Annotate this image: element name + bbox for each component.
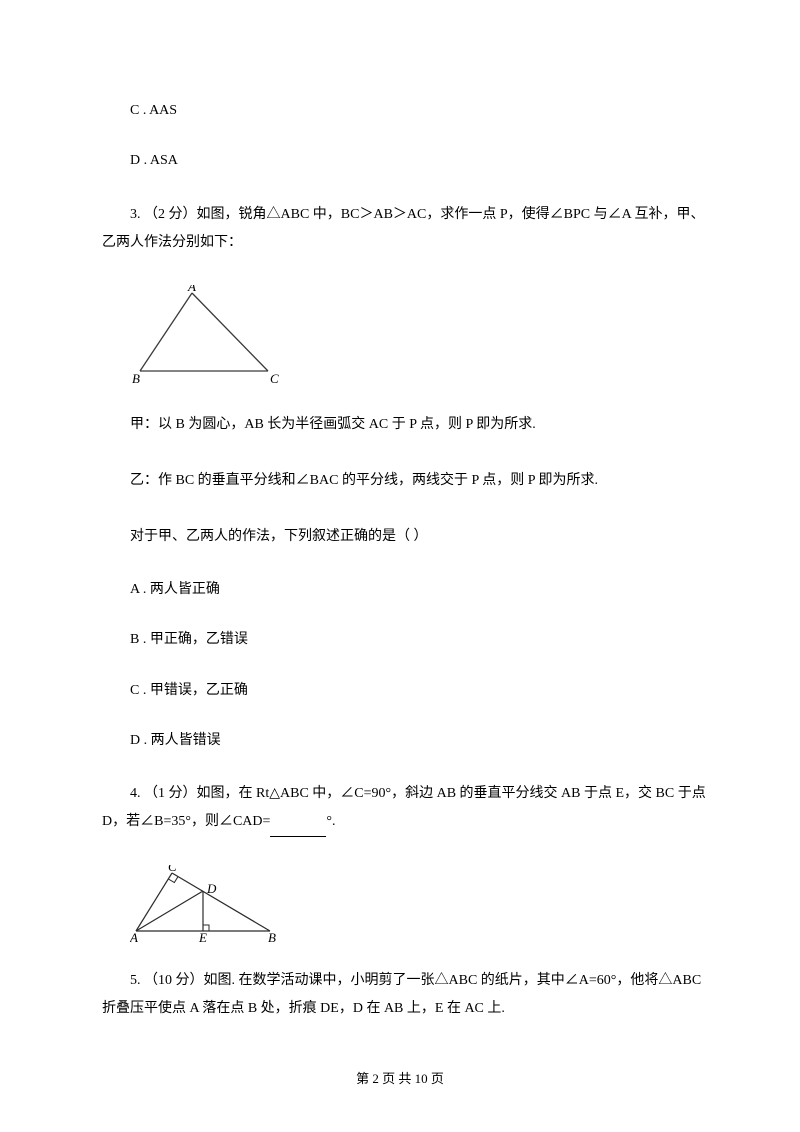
q4-stem-after: °. <box>326 814 335 829</box>
svg-text:A: A <box>130 930 138 943</box>
page-footer: 第 2 页 共 10 页 <box>0 1069 800 1090</box>
q3-yi: 乙：作 BC 的垂直平分线和∠BAC 的平分线，两线交于 P 点，则 P 即为所… <box>102 467 712 495</box>
q3-option-a: A . 两人皆正确 <box>102 579 712 601</box>
q4-stem-before: 4. （1 分）如图，在 Rt△ABC 中，∠C=90°，斜边 AB 的垂直平分… <box>102 786 706 829</box>
q3-stem: 3. （2 分）如图，锐角△ABC 中，BC＞AB＞AC，求作一点 P，使得∠B… <box>102 201 712 257</box>
q3-jia: 甲：以 B 为圆心，AB 长为半径画弧交 AC 于 P 点，则 P 即为所求. <box>102 411 712 439</box>
q3-figure: A B C <box>130 285 712 387</box>
q3-ask: 对于甲、乙两人的作法，下列叙述正确的是（ ） <box>102 523 712 551</box>
q3-option-d: D . 两人皆错误 <box>102 730 712 752</box>
option-d: D . ASA <box>102 150 712 172</box>
svg-text:E: E <box>198 930 207 943</box>
q3-option-b: B . 甲正确，乙错误 <box>102 629 712 651</box>
svg-text:D: D <box>206 881 217 896</box>
svg-text:C: C <box>270 371 279 386</box>
svg-text:B: B <box>132 371 140 386</box>
svg-text:B: B <box>268 930 276 943</box>
svg-text:C: C <box>168 865 177 874</box>
q3-option-c: C . 甲错误，乙正确 <box>102 680 712 702</box>
q4-stem: 4. （1 分）如图，在 Rt△ABC 中，∠C=90°，斜边 AB 的垂直平分… <box>102 780 712 837</box>
q4-blank[interactable] <box>270 808 326 837</box>
svg-text:A: A <box>187 285 196 294</box>
q5-stem: 5. （10 分）如图. 在数学活动课中，小明剪了一张△ABC 的纸片，其中∠A… <box>102 967 712 1023</box>
option-c: C . AAS <box>102 100 712 122</box>
q4-figure: A B C D E <box>130 865 712 943</box>
